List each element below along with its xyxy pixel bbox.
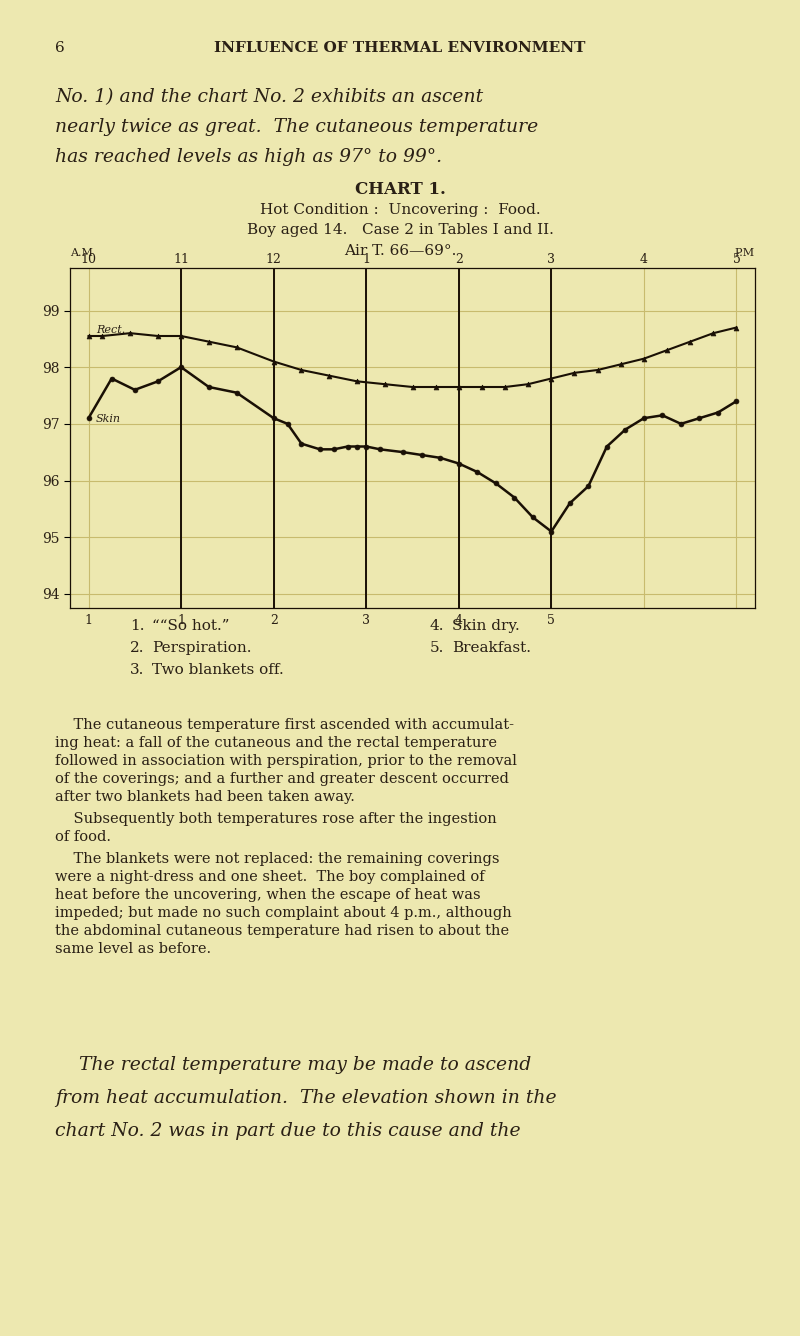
Text: Subsequently both temperatures rose after the ingestion: Subsequently both temperatures rose afte… — [55, 812, 497, 826]
Text: 1: 1 — [362, 254, 370, 266]
Text: 3: 3 — [362, 613, 370, 627]
Text: 1.: 1. — [130, 619, 145, 633]
Text: the abdominal cutaneous temperature had risen to about the: the abdominal cutaneous temperature had … — [55, 925, 509, 938]
Text: Perspiration.: Perspiration. — [152, 641, 251, 655]
Text: of food.: of food. — [55, 830, 111, 844]
Text: Boy aged 14.   Case 2 in Tables I and II.: Boy aged 14. Case 2 in Tables I and II. — [246, 223, 554, 236]
Text: nearly twice as great.  The cutaneous temperature: nearly twice as great. The cutaneous tem… — [55, 118, 538, 136]
Text: 4.: 4. — [430, 619, 445, 633]
Text: Skin: Skin — [96, 414, 121, 425]
Text: 1: 1 — [85, 613, 93, 627]
Text: were a night-dress and one sheet.  The boy complained of: were a night-dress and one sheet. The bo… — [55, 870, 485, 884]
Text: followed in association with perspiration, prior to the removal: followed in association with perspiratio… — [55, 754, 517, 768]
Text: 11: 11 — [173, 254, 189, 266]
Text: 10: 10 — [81, 254, 97, 266]
Text: 5: 5 — [547, 613, 555, 627]
Text: chart No. 2 was in part due to this cause and the: chart No. 2 was in part due to this caus… — [55, 1122, 521, 1140]
Text: of the coverings; and a further and greater descent occurred: of the coverings; and a further and grea… — [55, 772, 509, 786]
Text: 12: 12 — [266, 254, 282, 266]
Text: impeded; but made no such complaint about 4 p.m., although: impeded; but made no such complaint abou… — [55, 906, 512, 921]
Text: The cutaneous temperature first ascended with accumulat-: The cutaneous temperature first ascended… — [55, 717, 514, 732]
Text: 4: 4 — [640, 254, 648, 266]
Text: P.M: P.M — [735, 247, 755, 258]
Text: Breakfast.: Breakfast. — [452, 641, 531, 655]
Text: 6: 6 — [55, 41, 65, 55]
Text: A.M: A.M — [70, 247, 93, 258]
Text: Skin dry.: Skin dry. — [452, 619, 520, 633]
Text: has reached levels as high as 97° to 99°.: has reached levels as high as 97° to 99°… — [55, 148, 442, 166]
Text: Rect.: Rect. — [96, 326, 125, 335]
Text: after two blankets had been taken away.: after two blankets had been taken away. — [55, 790, 355, 804]
Text: Two blankets off.: Two blankets off. — [152, 663, 284, 677]
Text: 5.: 5. — [430, 641, 444, 655]
Text: CHART 1.: CHART 1. — [354, 180, 446, 198]
Text: The blankets were not replaced: the remaining coverings: The blankets were not replaced: the rema… — [55, 852, 499, 866]
Text: Hot Condition :  Uncovering :  Food.: Hot Condition : Uncovering : Food. — [260, 203, 540, 216]
Text: ““So hot.”: ““So hot.” — [152, 619, 230, 633]
Text: heat before the uncovering, when the escape of heat was: heat before the uncovering, when the esc… — [55, 888, 481, 902]
Text: 5: 5 — [733, 254, 741, 266]
Text: INFLUENCE OF THERMAL ENVIRONMENT: INFLUENCE OF THERMAL ENVIRONMENT — [214, 41, 586, 55]
Text: 3.: 3. — [130, 663, 144, 677]
Text: 3: 3 — [547, 254, 555, 266]
Text: 4: 4 — [454, 613, 462, 627]
Text: The rectal temperature may be made to ascend: The rectal temperature may be made to as… — [55, 1055, 531, 1074]
Text: No. 1) and the chart No. 2 exhibits an ascent: No. 1) and the chart No. 2 exhibits an a… — [55, 88, 483, 106]
Text: 2.: 2. — [130, 641, 145, 655]
Text: same level as before.: same level as before. — [55, 942, 211, 957]
Text: ing heat: a fall of the cutaneous and the rectal temperature: ing heat: a fall of the cutaneous and th… — [55, 736, 497, 749]
Text: 2: 2 — [455, 254, 462, 266]
Text: 1: 1 — [177, 613, 185, 627]
Text: from heat accumulation.  The elevation shown in the: from heat accumulation. The elevation sh… — [55, 1089, 557, 1108]
Text: 2: 2 — [270, 613, 278, 627]
Text: Air T. 66—69°.: Air T. 66—69°. — [344, 244, 456, 258]
